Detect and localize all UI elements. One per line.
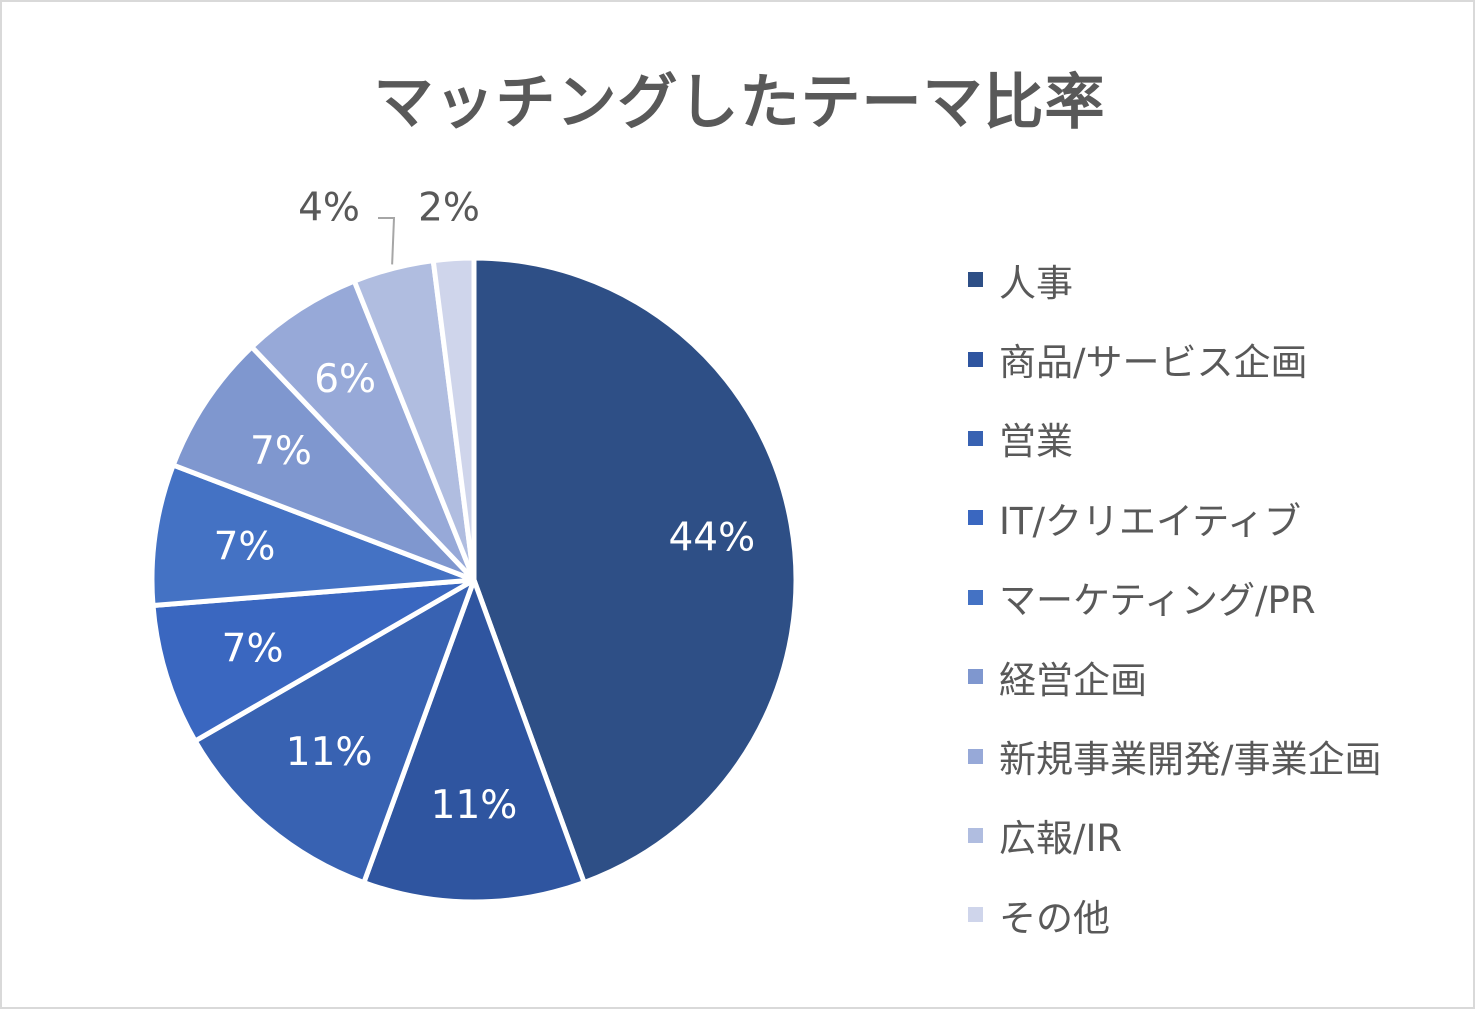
data-label: 2% <box>418 186 480 231</box>
pie-slice <box>170 344 477 583</box>
pie-slice <box>150 577 477 744</box>
legend-swatch <box>968 272 983 288</box>
data-label: 4% <box>298 186 360 231</box>
pie-slice <box>149 462 477 609</box>
legend-item: 人事 <box>968 240 1381 319</box>
pie-slice <box>471 255 799 886</box>
data-label: 7% <box>250 429 312 474</box>
legend-swatch <box>968 351 983 367</box>
data-label: 7% <box>214 525 276 570</box>
legend-item: マーケティング/PR <box>968 558 1381 637</box>
legend-item: 広報/IR <box>968 796 1381 875</box>
data-label: 11% <box>286 730 373 775</box>
legend-item: 新規事業開発/事業企画 <box>968 716 1381 795</box>
legend: 人事商品/サービス企画 営業 IT/クリエイティブ マーケティング/PR 経営企画新規事… <box>968 240 1381 955</box>
data-label: 44% <box>668 516 755 561</box>
legend-label: その他 <box>999 896 1110 940</box>
legend-label: 営業 <box>999 420 1073 464</box>
legend-swatch <box>968 589 983 605</box>
legend-label: IT/クリエイティブ <box>999 499 1302 543</box>
legend-label: 商品/サービス企画 <box>999 341 1308 385</box>
data-label: 11% <box>431 783 518 828</box>
legend-item: IT/クリエイティブ <box>968 478 1381 557</box>
legend-item: 営業 <box>968 399 1381 478</box>
legend-label: 広報/IR <box>999 817 1123 861</box>
legend-item: 経営企画 <box>968 637 1381 716</box>
legend-label: 人事 <box>999 261 1073 305</box>
data-label: 6% <box>314 357 376 402</box>
leader-line <box>378 217 396 265</box>
legend-label: 経営企画 <box>999 658 1147 702</box>
legend-swatch <box>968 907 983 923</box>
legend-swatch <box>968 748 983 764</box>
legend-item: 商品/サービス企画 <box>968 319 1381 398</box>
legend-label: 新規事業開発/事業企画 <box>999 738 1382 782</box>
pie-slice <box>192 577 477 886</box>
legend-swatch <box>968 510 983 526</box>
pie-slice <box>361 577 587 905</box>
chart-title: マッチングしたテーマ比率 <box>373 68 1106 138</box>
legend-label: マーケティング/PR <box>999 579 1316 623</box>
pie-slice <box>430 255 477 583</box>
data-label: 7% <box>222 626 284 671</box>
legend-swatch <box>968 669 983 685</box>
legend-swatch <box>968 827 983 843</box>
legend-swatch <box>968 430 983 446</box>
legend-item: その他 <box>968 875 1381 954</box>
